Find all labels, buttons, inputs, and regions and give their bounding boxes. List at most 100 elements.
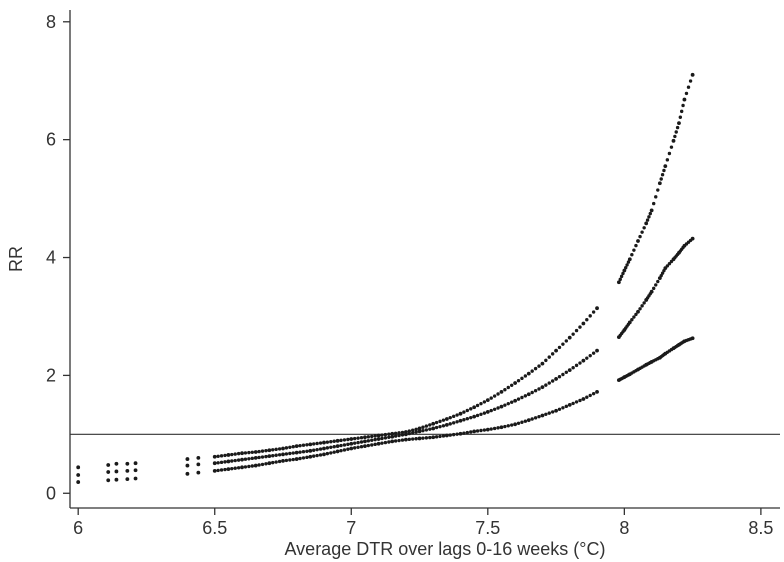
- data-point: [288, 458, 292, 462]
- data-point: [315, 447, 319, 452]
- data-point: [588, 314, 592, 318]
- data-point: [411, 431, 415, 435]
- data-point: [581, 358, 586, 363]
- data-point: [342, 448, 347, 452]
- data-point: [663, 164, 668, 169]
- data-point: [301, 456, 306, 460]
- data-point: [469, 430, 473, 434]
- data-point: [547, 381, 551, 385]
- data-point: [530, 390, 534, 395]
- data-point: [284, 446, 289, 450]
- data-point: [567, 368, 572, 372]
- data-point: [526, 392, 531, 397]
- data-point: [312, 442, 316, 446]
- data-point: [462, 431, 466, 435]
- data-point: [421, 436, 425, 440]
- data-point: [561, 406, 565, 410]
- data-point: [397, 431, 401, 435]
- data-point: [465, 408, 470, 413]
- data-point: [339, 443, 343, 448]
- data-point: [284, 458, 289, 463]
- axes: [69, 10, 780, 509]
- data-point: [537, 387, 541, 391]
- data-point: [448, 415, 452, 420]
- data-point: [506, 424, 510, 428]
- data-point: [349, 446, 354, 451]
- data-point: [645, 218, 650, 222]
- data-point: [482, 428, 487, 432]
- data-point: [516, 397, 521, 401]
- data-point: [458, 411, 463, 416]
- data-point: [588, 353, 592, 358]
- data-point: [574, 328, 579, 333]
- data-point: [571, 366, 575, 370]
- data-point: [496, 426, 500, 430]
- data-point: [533, 389, 538, 393]
- data-point: [622, 268, 627, 273]
- data-point: [411, 437, 415, 441]
- data-point: [469, 415, 473, 420]
- data-point: [196, 462, 201, 467]
- data-point: [219, 460, 224, 465]
- data-point: [475, 429, 480, 433]
- data-point: [322, 440, 326, 445]
- data-points: [76, 72, 695, 484]
- data-point: [315, 441, 319, 446]
- data-point: [625, 263, 629, 267]
- data-point: [640, 230, 644, 234]
- data-point: [315, 453, 319, 458]
- data-point: [479, 401, 483, 406]
- data-point: [424, 424, 429, 428]
- data-point: [567, 335, 572, 340]
- data-point: [523, 374, 528, 378]
- data-point: [479, 412, 483, 416]
- data-point: [503, 403, 507, 407]
- data-point: [544, 412, 548, 416]
- data-point: [688, 79, 693, 83]
- data-point: [659, 273, 663, 278]
- data-point: [499, 389, 504, 394]
- data-point: [428, 423, 432, 427]
- data-point: [305, 455, 309, 460]
- data-point: [383, 432, 388, 437]
- data-point: [373, 437, 377, 442]
- data-point: [363, 435, 367, 440]
- data-point: [125, 468, 130, 473]
- data-point: [485, 398, 490, 403]
- data-point: [366, 439, 371, 443]
- data-point: [106, 470, 111, 474]
- data-point: [298, 450, 302, 454]
- data-point: [428, 435, 432, 440]
- data-point: [485, 410, 490, 414]
- data-point: [636, 239, 640, 243]
- data-point: [475, 413, 480, 418]
- data-point: [544, 358, 548, 363]
- data-point: [499, 404, 504, 409]
- data-point: [523, 419, 528, 423]
- data-point: [673, 134, 677, 139]
- data-point: [533, 366, 538, 371]
- data-point: [441, 424, 446, 428]
- y-tick-label: 8: [46, 12, 56, 32]
- data-point: [458, 431, 463, 436]
- data-point: [114, 461, 119, 466]
- data-point: [465, 430, 470, 435]
- data-point: [257, 449, 261, 454]
- data-point: [301, 443, 306, 447]
- data-point: [260, 449, 265, 453]
- data-point: [387, 435, 391, 439]
- data-point: [352, 446, 357, 450]
- data-point: [632, 248, 636, 252]
- data-point: [366, 443, 371, 448]
- data-point: [349, 441, 354, 446]
- data-point: [322, 452, 326, 457]
- data-point: [455, 420, 459, 424]
- data-point: [230, 466, 234, 471]
- data-point: [370, 434, 374, 439]
- data-point: [520, 395, 524, 400]
- data-point: [271, 460, 275, 465]
- data-point: [451, 432, 456, 437]
- y-axis-title: RR: [6, 246, 26, 272]
- data-point: [318, 447, 323, 451]
- data-point: [325, 446, 330, 450]
